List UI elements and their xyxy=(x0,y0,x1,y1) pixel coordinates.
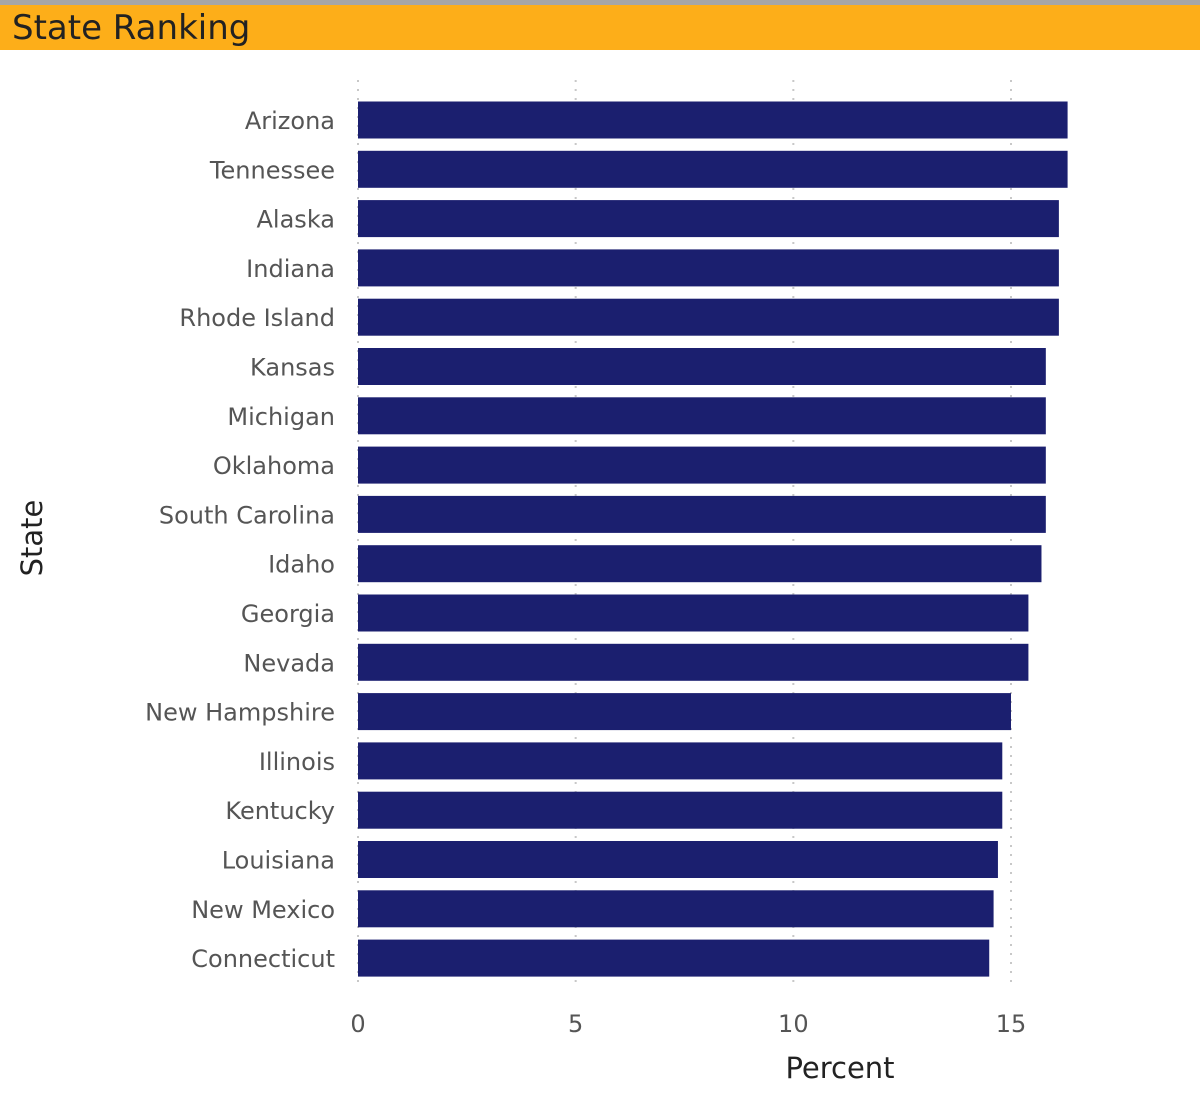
bar xyxy=(358,348,1046,385)
x-tick-label: 0 xyxy=(350,1010,365,1038)
bar xyxy=(358,791,1003,829)
bar xyxy=(358,495,1046,533)
bar xyxy=(358,446,1046,484)
category-label: Michigan xyxy=(227,403,335,431)
bar xyxy=(358,594,1029,632)
bar xyxy=(358,841,998,878)
x-axis-title: Percent xyxy=(785,1051,894,1085)
category-labels: Arizona Tennessee Alaska Indiana Rhode Islan… xyxy=(145,107,335,973)
bar xyxy=(358,939,990,977)
bar xyxy=(358,249,1059,287)
title-bar: State Ranking xyxy=(0,5,1200,50)
category-label: Louisiana xyxy=(222,847,335,875)
category-label: Illinois xyxy=(259,748,335,776)
category-label: Kansas xyxy=(250,354,335,382)
bar xyxy=(358,150,1068,188)
x-tick-label: 10 xyxy=(778,1010,809,1038)
bar xyxy=(358,742,1003,780)
bar xyxy=(358,693,1011,731)
category-label: Kentucky xyxy=(225,797,335,825)
category-label: Nevada xyxy=(243,649,335,677)
category-label: Rhode Island xyxy=(179,304,335,332)
bar xyxy=(358,101,1068,139)
bar xyxy=(358,298,1059,336)
bars xyxy=(358,101,1068,977)
x-tick-label: 5 xyxy=(568,1010,583,1038)
bar xyxy=(358,890,994,928)
top-border xyxy=(0,0,1200,5)
x-tick-labels: 0 5 10 15 xyxy=(350,1010,1026,1038)
category-label: Georgia xyxy=(241,600,335,628)
bar xyxy=(358,200,1059,238)
category-label: Alaska xyxy=(257,206,335,234)
page-title: State Ranking xyxy=(12,8,251,48)
category-label: South Carolina xyxy=(159,501,335,529)
category-label: Arizona xyxy=(245,107,335,135)
category-label: New Mexico xyxy=(191,896,335,924)
bar xyxy=(358,643,1029,681)
bar-chart: Arizona Tennessee Alaska Indiana Rhode Islan… xyxy=(15,80,1068,1085)
category-label: Connecticut xyxy=(191,945,335,973)
bar xyxy=(358,545,1042,583)
category-label: New Hampshire xyxy=(145,699,335,727)
category-label: Oklahoma xyxy=(213,452,335,480)
y-axis-title: State xyxy=(15,500,49,577)
category-label: Idaho xyxy=(268,551,335,579)
category-label: Indiana xyxy=(246,255,335,283)
bar xyxy=(358,397,1046,435)
x-tick-label: 15 xyxy=(996,1010,1027,1038)
category-label: Tennessee xyxy=(209,156,335,184)
